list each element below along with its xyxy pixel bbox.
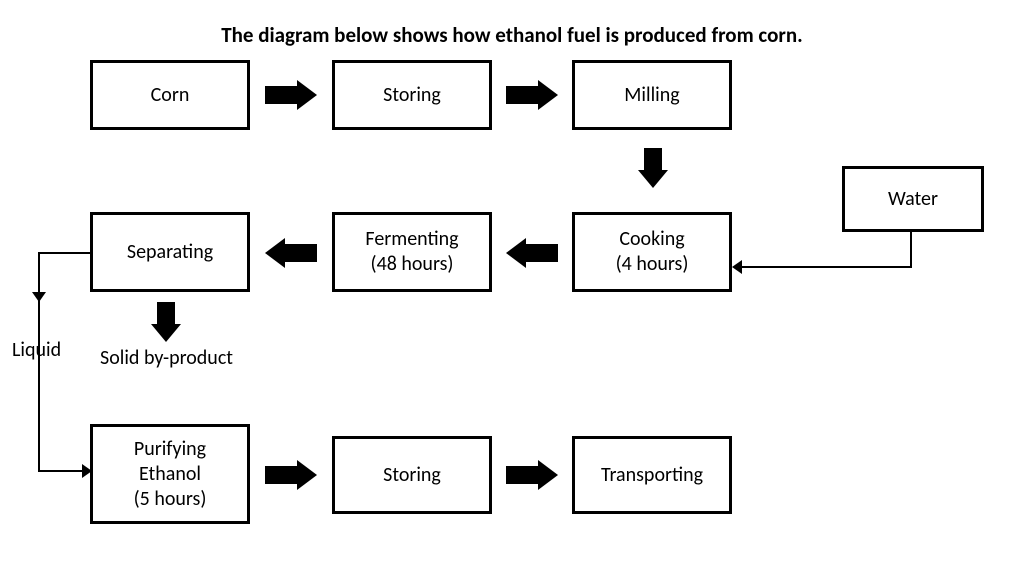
node-milling-label: Milling [624, 83, 679, 108]
node-purifying-label: PurifyingEthanol(5 hours) [134, 437, 207, 512]
node-storing-2: Storing [332, 436, 492, 514]
node-corn: Corn [90, 60, 250, 130]
connector-liquid-v [38, 252, 40, 472]
diagram-title: The diagram below shows how ethanol fuel… [0, 22, 1024, 48]
node-transporting-label: Transporting [601, 463, 703, 488]
connector-liquid-h1 [38, 252, 90, 254]
node-fermenting: Fermenting(48 hours) [332, 212, 492, 292]
node-water: Water [842, 166, 984, 232]
node-storing-2-label: Storing [383, 463, 441, 488]
label-liquid: Liquid [12, 338, 61, 362]
connector-liquid-h2 [38, 470, 82, 472]
node-cooking: Cooking(4 hours) [572, 212, 732, 292]
node-separating: Separating [90, 212, 250, 292]
node-separating-label: Separating [127, 240, 213, 265]
node-cooking-label: Cooking(4 hours) [616, 227, 689, 277]
node-milling: Milling [572, 60, 732, 130]
node-fermenting-label: Fermenting(48 hours) [365, 227, 458, 277]
node-purifying: PurifyingEthanol(5 hours) [90, 424, 250, 524]
connector-water-v [910, 232, 912, 268]
connector-water-arrowhead [732, 260, 742, 274]
node-transporting: Transporting [572, 436, 732, 514]
node-storing-1: Storing [332, 60, 492, 130]
node-corn-label: Corn [151, 83, 190, 108]
node-water-label: Water [888, 187, 938, 212]
node-storing-1-label: Storing [383, 83, 441, 108]
connector-water-h [739, 266, 911, 268]
connector-liquid-arrowdown [32, 292, 46, 302]
label-solid-byproduct: Solid by-product [100, 346, 233, 370]
